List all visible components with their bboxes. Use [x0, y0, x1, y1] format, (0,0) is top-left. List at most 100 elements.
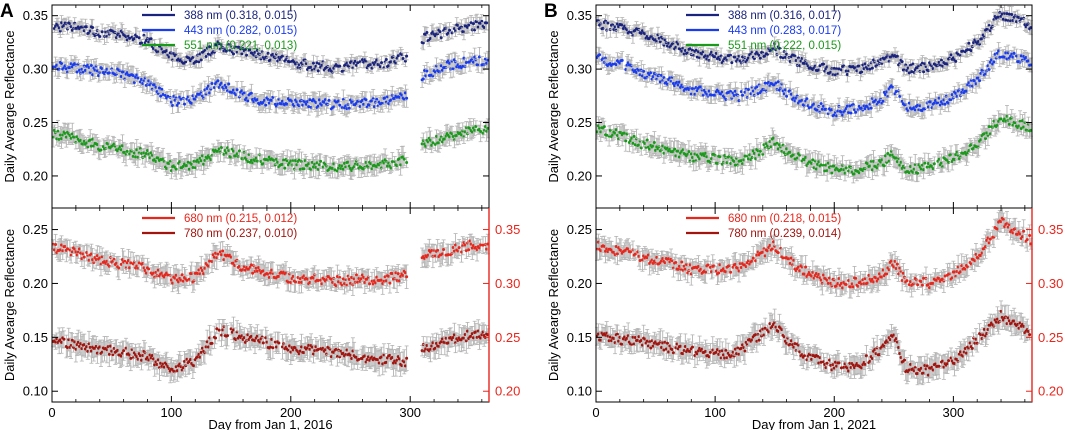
data-point [208, 45, 212, 49]
data-point [216, 79, 220, 83]
data-point [450, 31, 454, 35]
data-point [280, 54, 284, 58]
data-point [249, 91, 253, 95]
data-point [364, 98, 368, 102]
legend-entry: 443 nm (0.282, 0.015) [184, 25, 297, 37]
data-point [405, 96, 409, 100]
data-point [221, 249, 225, 253]
data-point [401, 57, 405, 61]
series-388-nm [52, 13, 489, 79]
data-point [149, 37, 153, 41]
data-point [89, 64, 93, 68]
data-point [307, 105, 311, 109]
data-point [161, 92, 165, 96]
data-point [421, 77, 425, 81]
data-point [315, 61, 319, 65]
y-tick-label: 0.35 [23, 8, 48, 23]
data-point [191, 55, 195, 59]
data-point [179, 97, 183, 101]
data-point [159, 94, 163, 98]
y-tick-label: 0.25 [23, 115, 48, 130]
data-point [311, 61, 315, 65]
data-point [217, 42, 221, 46]
data-point [283, 166, 287, 170]
chart-A-top: 0.20 0.25 0.30 0.35 Daily Avearge Reflectanc… [0, 1, 490, 209]
data-point [177, 101, 181, 105]
legend: 388 nm (0.318, 0.015) 443 nm (0.282, 0.01… [142, 10, 297, 52]
data-point [327, 98, 331, 102]
data-point [467, 23, 471, 27]
data-point [469, 21, 473, 25]
series-551-nm [51, 118, 490, 180]
data-point [206, 52, 210, 56]
data-point [384, 58, 388, 62]
data-point [166, 94, 170, 98]
data-point [370, 66, 374, 70]
data-point [231, 52, 235, 56]
data-point [135, 35, 139, 39]
data-point [316, 69, 320, 73]
data-point [140, 41, 144, 45]
data-point [375, 97, 379, 101]
y-axis-label: Daily Avearge Reflectance [2, 30, 17, 182]
y-tick-label: 0.20 [23, 168, 48, 183]
data-point [425, 31, 429, 35]
data-point [242, 91, 246, 95]
data-point [82, 255, 86, 259]
data-point [243, 48, 247, 52]
data-point [100, 30, 104, 34]
data-point [405, 161, 409, 165]
data-point [183, 102, 187, 106]
panel-label: A [0, 1, 14, 22]
data-point [308, 98, 312, 102]
legend-entry: 551 nm (0.221, 0.013) [184, 40, 297, 52]
data-point [396, 54, 400, 58]
data-point [125, 149, 129, 153]
data-point [338, 103, 342, 107]
data-point [228, 48, 232, 52]
data-point [157, 86, 161, 90]
data-point [85, 25, 89, 29]
data-point [288, 60, 292, 64]
data-point [128, 36, 132, 40]
data-point [380, 61, 384, 65]
data-point [174, 167, 178, 171]
data-point [60, 62, 64, 66]
data-point [448, 28, 452, 32]
data-point [194, 59, 198, 63]
data-point [438, 30, 442, 34]
data-point [302, 167, 306, 171]
data-point [479, 129, 483, 133]
data-point [137, 36, 141, 40]
series-443-nm [51, 46, 490, 118]
legend-entry: 388 nm (0.318, 0.015) [184, 10, 297, 22]
data-point [251, 271, 255, 275]
data-point [91, 25, 95, 29]
data-point [425, 69, 429, 73]
chart-A-bottom: 0 100 200 3000.100.150.200.250.200.250.300.… [2, 207, 520, 430]
data-point [180, 273, 184, 277]
data-point [136, 76, 140, 80]
data-point [240, 52, 244, 56]
data-point [210, 82, 214, 86]
data-point [332, 105, 336, 109]
data-point [131, 74, 135, 78]
data-point [356, 61, 360, 65]
data-point [227, 82, 231, 86]
data-point [107, 264, 111, 268]
data-point [485, 21, 489, 25]
data-point [75, 70, 79, 74]
data-point [402, 157, 406, 161]
data-point [160, 87, 164, 91]
data-point [405, 54, 409, 58]
data-point [224, 49, 228, 53]
data-point [403, 59, 407, 63]
data-point [197, 60, 201, 64]
data-point [199, 58, 203, 62]
data-point [235, 88, 239, 92]
data-point [471, 22, 475, 26]
data-point [81, 70, 85, 74]
data-point [99, 148, 103, 152]
data-point [98, 34, 102, 38]
